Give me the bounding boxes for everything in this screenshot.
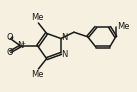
Text: Me: Me [117, 22, 130, 31]
Text: Me: Me [31, 13, 44, 22]
Text: +: + [20, 41, 26, 46]
Text: N: N [61, 33, 68, 42]
Text: N: N [61, 50, 68, 59]
Text: O: O [7, 33, 13, 42]
Text: N: N [17, 41, 23, 50]
Text: Me: Me [31, 70, 44, 79]
Text: •: • [10, 34, 14, 43]
Text: O: O [7, 48, 13, 57]
